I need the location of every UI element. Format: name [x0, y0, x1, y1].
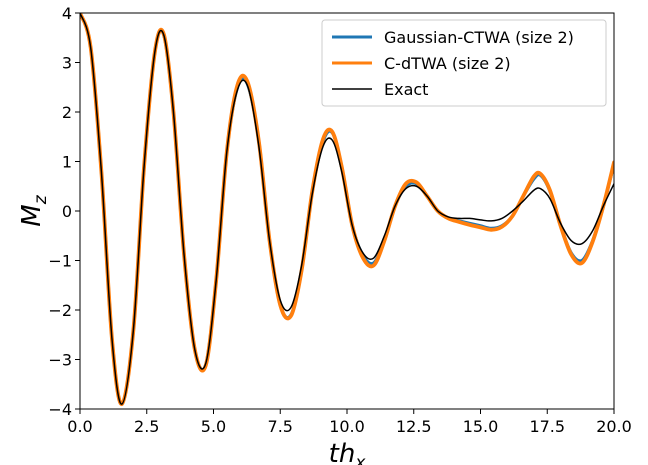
y-tick-label: 0 — [62, 202, 72, 221]
y-axis-label: Mz — [17, 194, 51, 226]
x-tick-label: 12.5 — [396, 417, 432, 436]
y-tick-label: −4 — [48, 400, 72, 419]
x-tick-label: 17.5 — [529, 417, 565, 436]
y-tick-label: 3 — [62, 54, 72, 73]
y-tick-label: 2 — [62, 103, 72, 122]
x-tick-label: 20.0 — [596, 417, 632, 436]
y-tick-label: −3 — [48, 351, 72, 370]
legend-label: C-dTWA (size 2) — [384, 54, 511, 73]
x-tick-label: 7.5 — [268, 417, 293, 436]
series-line-exact — [80, 13, 614, 405]
x-tick-label: 5.0 — [201, 417, 226, 436]
x-tick-label: 10.0 — [329, 417, 365, 436]
y-tick-label: 1 — [62, 153, 72, 172]
x-tick-label: 15.0 — [463, 417, 499, 436]
legend-label: Gaussian-CTWA (size 2) — [384, 28, 574, 47]
x-tick-label: 2.5 — [134, 417, 159, 436]
y-tick-label: −1 — [48, 252, 72, 271]
legend: Gaussian-CTWA (size 2) C-dTWA (size 2) Exa… — [321, 19, 607, 107]
y-tick-label: 4 — [62, 4, 72, 23]
series-layer — [80, 13, 614, 406]
x-tick-label: 0.0 — [67, 417, 92, 436]
x-axis-label: thx — [329, 439, 367, 465]
legend-box — [321, 19, 607, 107]
y-tick-label: −2 — [48, 301, 72, 320]
legend-label: Exact — [384, 80, 428, 99]
ticks-layer: 0.0 2.5 5.0 7.5 10.0 12.5 15.0 17.5 20.0 −4 −3 −2 −1… — [48, 4, 631, 436]
